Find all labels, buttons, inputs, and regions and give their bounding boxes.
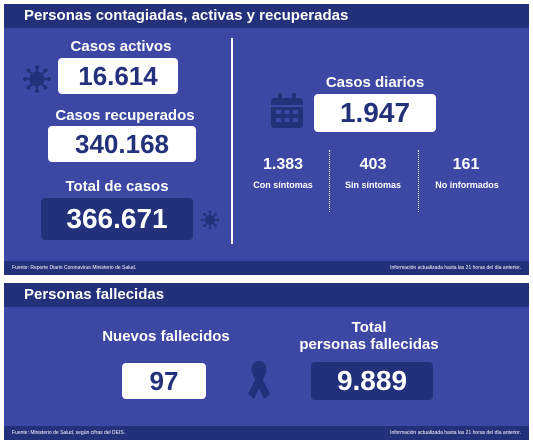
total-fallecidos-label-2: personas fallecidas — [299, 336, 439, 353]
ribbon-icon — [244, 359, 274, 403]
actualizacion-text: Información actualizada hasta las 21 hor… — [390, 265, 521, 271]
contagiados-title: Personas contagiadas, activas y recupera… — [4, 4, 529, 28]
breakdown-separator — [418, 150, 419, 212]
fuente-text: Fuente: Reporte Diario Coronavirus Minis… — [12, 265, 137, 271]
contagiados-panel: Personas contagiadas, activas y recupera… — [4, 4, 529, 275]
casos-activos-value: 16.614 — [58, 58, 178, 94]
nuevos-fallecidos-label: Nuevos fallecidos — [102, 328, 230, 345]
casos-recuperados-label: Casos recuperados — [55, 107, 195, 124]
casos-activos-label: Casos activos — [70, 38, 172, 55]
no-informados-label: No informados — [435, 180, 499, 190]
breakdown-separator — [329, 150, 330, 212]
contagiados-footer: Fuente: Reporte Diario Coronavirus Minis… — [4, 261, 529, 275]
con-sintomas-value: 1.383 — [262, 156, 304, 173]
no-informados-value: 161 — [452, 156, 480, 173]
total-casos-value: 366.671 — [41, 198, 193, 240]
casos-diarios-value: 1.947 — [314, 94, 436, 132]
casos-recuperados-value: 340.168 — [48, 126, 196, 162]
vertical-divider — [231, 38, 233, 244]
fallecidos-title: Personas fallecidas — [4, 283, 529, 307]
fallecidos-footer: Fuente: Ministerio de Salud, según cifra… — [4, 426, 529, 440]
total-fallecidos-value: 9.889 — [311, 362, 433, 400]
con-sintomas-label: Con síntomas — [253, 180, 313, 190]
calendar-icon — [270, 93, 304, 129]
virus-icon — [22, 64, 52, 94]
casos-diarios-label: Casos diarios — [325, 74, 425, 91]
sin-sintomas-value: 403 — [359, 156, 387, 173]
actualizacion-fallecidos-text: Información actualizada hasta las 21 hor… — [390, 430, 521, 436]
total-fallecidos-label-1: Total — [351, 319, 387, 336]
virus-icon-small — [200, 210, 220, 230]
fuente-fallecidos-text: Fuente: Ministerio de Salud, según cifra… — [12, 430, 126, 436]
total-casos-label: Total de casos — [65, 178, 169, 195]
sin-sintomas-label: Sin síntomas — [344, 180, 401, 190]
fallecidos-panel: Personas fallecidas Nuevos fallecidos 97… — [4, 283, 529, 440]
nuevos-fallecidos-value: 97 — [122, 363, 206, 399]
